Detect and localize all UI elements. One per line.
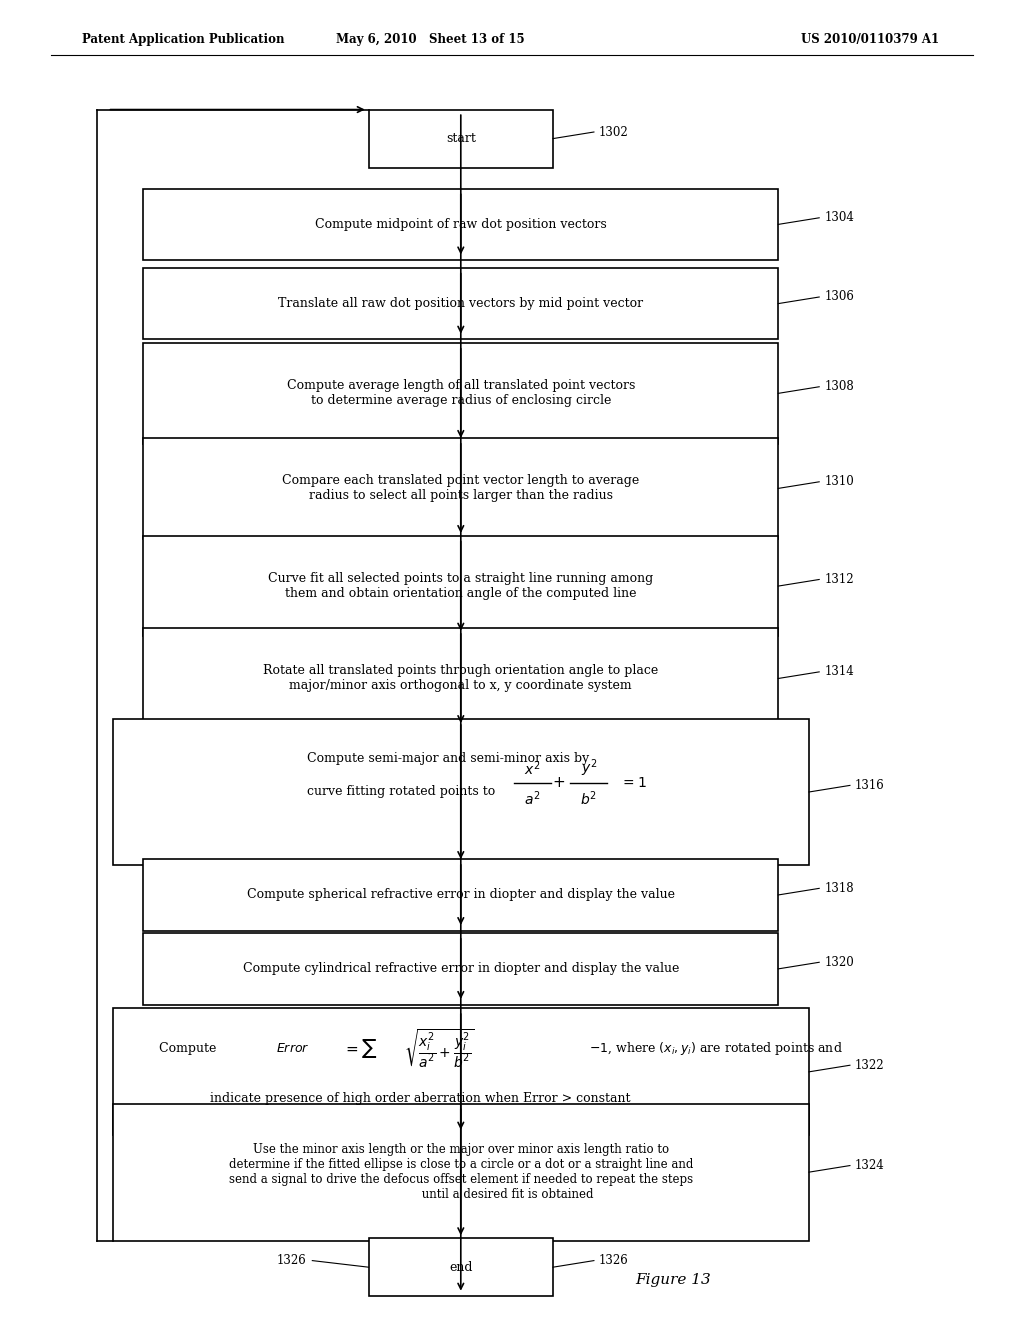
Text: Patent Application Publication: Patent Application Publication (82, 33, 285, 46)
Text: Compute average length of all translated point vectors
to determine average radi: Compute average length of all translated… (287, 379, 635, 408)
Text: 1326: 1326 (276, 1254, 306, 1267)
Text: $= \sum$: $= \sum$ (343, 1036, 378, 1060)
Text: $x^2$: $x^2$ (524, 759, 541, 777)
Text: Compute: Compute (159, 1041, 220, 1055)
Text: 1324: 1324 (855, 1159, 885, 1172)
Text: indicate presence of high order aberration when Error > constant: indicate presence of high order aberrati… (210, 1092, 631, 1105)
Text: 1320: 1320 (824, 956, 854, 969)
Bar (113, 719, 809, 865)
Text: 1308: 1308 (824, 380, 854, 393)
Text: end: end (450, 1261, 472, 1274)
Text: 1322: 1322 (855, 1059, 885, 1072)
Bar (143, 268, 778, 339)
Text: Rotate all translated points through orientation angle to place
major/minor axis: Rotate all translated points through ori… (263, 664, 658, 693)
Text: 1306: 1306 (824, 290, 854, 304)
Text: 1310: 1310 (824, 475, 854, 488)
Text: $a^2$: $a^2$ (524, 789, 541, 808)
Text: Compute spherical refractive error in diopter and display the value: Compute spherical refractive error in di… (247, 888, 675, 902)
Text: Curve fit all selected points to a straight line running among
them and obtain o: Curve fit all selected points to a strai… (268, 572, 653, 601)
Text: US 2010/0110379 A1: US 2010/0110379 A1 (802, 33, 939, 46)
Text: Compare each translated point vector length to average
radius to select all poin: Compare each translated point vector len… (283, 474, 639, 503)
Text: Compute cylindrical refractive error in diopter and display the value: Compute cylindrical refractive error in … (243, 962, 679, 975)
Bar (143, 628, 778, 729)
Bar (143, 343, 778, 444)
Text: 1304: 1304 (824, 211, 854, 224)
Text: 1318: 1318 (824, 882, 854, 895)
Text: $= 1$: $= 1$ (620, 776, 646, 789)
Bar (143, 189, 778, 260)
Text: curve fitting rotated points to: curve fitting rotated points to (307, 785, 500, 799)
Text: Translate all raw dot position vectors by mid point vector: Translate all raw dot position vectors b… (279, 297, 643, 310)
Text: $b^2$: $b^2$ (581, 789, 597, 808)
Bar (143, 536, 778, 636)
Bar (143, 438, 778, 539)
Text: Compute midpoint of raw dot position vectors: Compute midpoint of raw dot position vec… (315, 218, 606, 231)
Text: 1316: 1316 (855, 779, 885, 792)
Text: $y^2$: $y^2$ (581, 758, 597, 779)
Text: $-1$, where $(x_i, y_i)$ are rotated points and: $-1$, where $(x_i, y_i)$ are rotated poi… (589, 1040, 843, 1056)
Bar (369, 1238, 553, 1296)
Bar (113, 1104, 809, 1241)
Text: May 6, 2010   Sheet 13 of 15: May 6, 2010 Sheet 13 of 15 (336, 33, 524, 46)
Bar (369, 110, 553, 168)
Text: Use the minor axis length or the major over minor axis length ratio to
determine: Use the minor axis length or the major o… (228, 1143, 693, 1201)
Text: 1314: 1314 (824, 665, 854, 678)
Text: Figure 13: Figure 13 (635, 1272, 711, 1287)
Text: start: start (445, 132, 476, 145)
Bar (143, 859, 778, 931)
Text: 1302: 1302 (599, 125, 629, 139)
Text: $\sqrt{\dfrac{x_i^2}{a^2}+\dfrac{y_i^2}{b^2}}$: $\sqrt{\dfrac{x_i^2}{a^2}+\dfrac{y_i^2}{… (404, 1027, 475, 1069)
Text: $+$: $+$ (552, 776, 564, 789)
Text: Compute semi-major and semi-minor axis by: Compute semi-major and semi-minor axis b… (307, 752, 590, 766)
Bar (113, 1008, 809, 1135)
Text: 1312: 1312 (824, 573, 854, 586)
Text: $Error$: $Error$ (276, 1041, 310, 1055)
Text: 1326: 1326 (599, 1254, 629, 1267)
Bar (143, 933, 778, 1005)
